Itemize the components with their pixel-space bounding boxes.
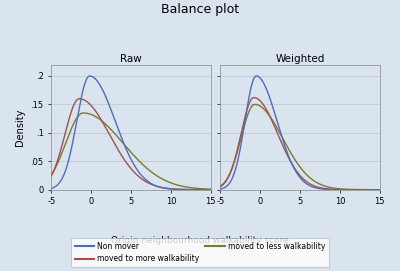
Text: Balance plot: Balance plot [161, 3, 239, 16]
Legend: Non mover, moved to more walkability, moved to less walkability: Non mover, moved to more walkability, mo… [71, 238, 329, 267]
Y-axis label: Density: Density [15, 108, 25, 146]
Title: Raw: Raw [120, 54, 142, 64]
Title: Weighted: Weighted [275, 54, 325, 64]
Text: Origin neighbourhood walkability score: Origin neighbourhood walkability score [111, 236, 289, 245]
